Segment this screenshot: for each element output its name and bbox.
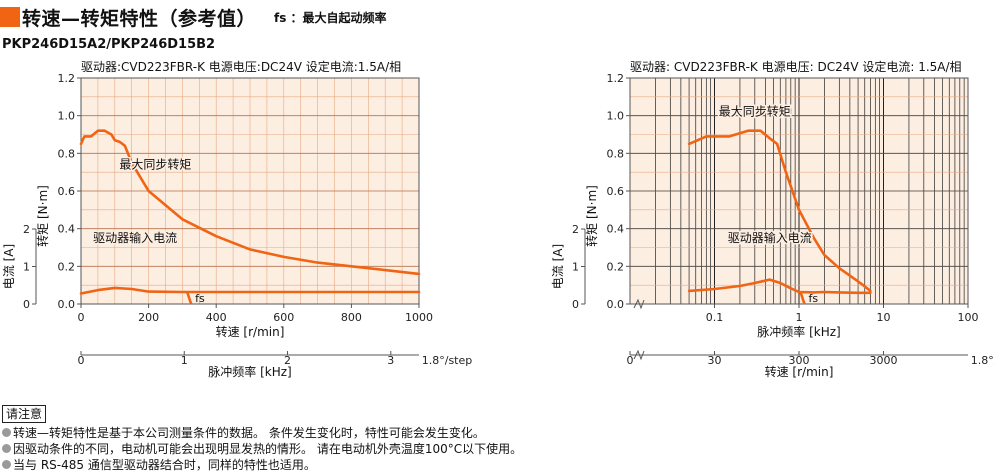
- y2-tick-label: 2: [23, 223, 30, 236]
- y-tick-label: 0.8: [607, 147, 625, 160]
- y2-tick-label: 0: [23, 298, 30, 311]
- x-tick-label: 100: [958, 311, 979, 324]
- notes-section: 请注意 转速—转矩特性是基于本公司测量条件的数据。 条件发生变化时，特性可能会发…: [2, 405, 522, 473]
- chart-speed-torque-log: 0.0 0.2 0.4 0.6 0.8 1.0 1.2 转矩 [N·m] 0 1 2 电流 [A] 0.…: [551, 59, 994, 379]
- y-tick-label: 1.0: [607, 110, 625, 123]
- y-tick-label: 0.4: [607, 223, 625, 236]
- section-title: 转速—转矩特性（参考值）: [22, 7, 257, 30]
- second-axis-tick-label: 0: [627, 354, 634, 367]
- axis-break-icon: [633, 349, 645, 361]
- series-label-current: 驱动器输入电流: [93, 230, 177, 245]
- y-tick-label: 1.2: [607, 72, 625, 85]
- series-current-line: [79, 286, 421, 295]
- fs-label: fs: [195, 292, 205, 305]
- charts-svg: 0.0 0.2 0.4 0.6 0.8 1.0 1.2 转矩 [N·m] 0 1 2 电流 [A] 0 2…: [2, 59, 994, 379]
- y-tick-label: 1.0: [58, 110, 76, 123]
- series-current-line: [687, 278, 872, 295]
- x-axis-label: 脉冲频率 [kHz]: [757, 324, 840, 339]
- second-axis-tick-label: 300: [789, 354, 810, 367]
- x-tick-label: 800: [341, 311, 362, 324]
- x-tick-label: 10: [877, 311, 891, 324]
- y2-axis-label: 电流 [A]: [2, 244, 16, 289]
- series-torque-line: [687, 129, 872, 293]
- chart-speed-torque-linear: 0.0 0.2 0.4 0.6 0.8 1.0 1.2 转矩 [N·m] 0 1 2 电流 [A] 0 2…: [2, 59, 472, 379]
- y-axis-label: 转矩 [N·m]: [584, 185, 599, 247]
- chart-info: 驱动器: CVD223FBR-K 电源电压: DC24V 设定电流: 1.5A/…: [630, 59, 962, 74]
- x-tick-label: 1: [796, 311, 803, 324]
- bullet-icon: [2, 428, 11, 437]
- y2-axis-label: 电流 [A]: [551, 244, 565, 289]
- x-tick-label: 0: [78, 311, 85, 324]
- y-tick-label: 0.2: [607, 260, 625, 273]
- series-label-torque: 最大同步转矩: [119, 156, 191, 171]
- x-tick-label: 600: [273, 311, 294, 324]
- orange-square-icon: [0, 7, 20, 27]
- series-label-torque: 最大同步转矩: [719, 104, 791, 119]
- y2-tick-label: 0: [572, 298, 579, 311]
- y-tick-label: 0.2: [58, 260, 76, 273]
- second-axis-label: 转速 [r/min]: [765, 364, 834, 379]
- second-axis-tick-label: 3000: [870, 354, 898, 367]
- fs-marker: [799, 291, 806, 305]
- second-axis-tick-label: 30: [708, 354, 722, 367]
- second-axis-tick-label: 0: [78, 354, 85, 367]
- x-axis-label: 转速 [r/min]: [216, 324, 285, 339]
- y-tick-label: 0.4: [58, 223, 76, 236]
- notes-title: 请注意: [2, 405, 47, 423]
- y-tick-label: 0.0: [58, 298, 76, 311]
- axis-break-icon: [633, 298, 645, 310]
- note-item: 转速—转矩特性是基于本公司测量条件的数据。 条件发生变化时，特性可能会发生变化。: [2, 425, 522, 441]
- y2-tick-label: 2: [572, 223, 579, 236]
- second-axis-step: 1.8°/step: [971, 354, 994, 367]
- x-tick-label: 0.1: [706, 311, 724, 324]
- note-item: 当与 RS-485 通信型驱动器结合时，同样的特性也适用。: [2, 457, 522, 473]
- y-tick-label: 0.6: [58, 185, 76, 198]
- chart-info: 驱动器:CVD223FBR-K 电源电压:DC24V 设定电流:1.5A/相: [81, 59, 401, 74]
- y-tick-label: 0.6: [607, 185, 625, 198]
- section-header: 转速—转矩特性（参考值） fs ：最大自起动频率: [0, 4, 387, 30]
- fs-marker: [185, 291, 193, 305]
- y2-tick-label: 1: [23, 261, 30, 274]
- y-axis-label: 转矩 [N·m]: [35, 185, 50, 247]
- note-text: 因驱动条件的不同，电动机可能会出现明显发热的情形。 请在电动机外壳温度100°C…: [13, 442, 523, 456]
- bullet-icon: [2, 460, 11, 469]
- note-text: 当与 RS-485 通信型驱动器结合时，同样的特性也适用。: [13, 458, 316, 472]
- note-text: 转速—转矩特性是基于本公司测量条件的数据。 条件发生变化时，特性可能会发生变化。: [13, 426, 485, 440]
- model-name: PKP246D15A2/PKP246D15B2: [2, 37, 216, 52]
- series-torque-line: [79, 129, 421, 276]
- note-item: 因驱动条件的不同，电动机可能会出现明显发热的情形。 请在电动机外壳温度100°C…: [2, 441, 522, 457]
- y2-tick-label: 1: [572, 261, 579, 274]
- fs-note: fs ：最大自起动频率: [274, 10, 387, 25]
- y-tick-label: 0.0: [607, 298, 625, 311]
- series-label-current: 驱动器输入电流: [728, 230, 812, 245]
- x-tick-label: 1000: [405, 311, 433, 324]
- x-tick-label: 200: [138, 311, 159, 324]
- y-tick-label: 1.2: [58, 72, 76, 85]
- fs-label: fs: [808, 292, 818, 305]
- second-axis-tick-label: 3: [387, 354, 394, 367]
- second-axis-tick-label: 1: [181, 354, 188, 367]
- second-axis-tick-label: 2: [284, 354, 291, 367]
- second-axis-label: 脉冲频率 [kHz]: [208, 364, 291, 379]
- x-tick-label: 400: [206, 311, 227, 324]
- y-tick-label: 0.8: [58, 147, 76, 160]
- bullet-icon: [2, 444, 11, 453]
- second-axis-step: 1.8°/step: [422, 354, 473, 367]
